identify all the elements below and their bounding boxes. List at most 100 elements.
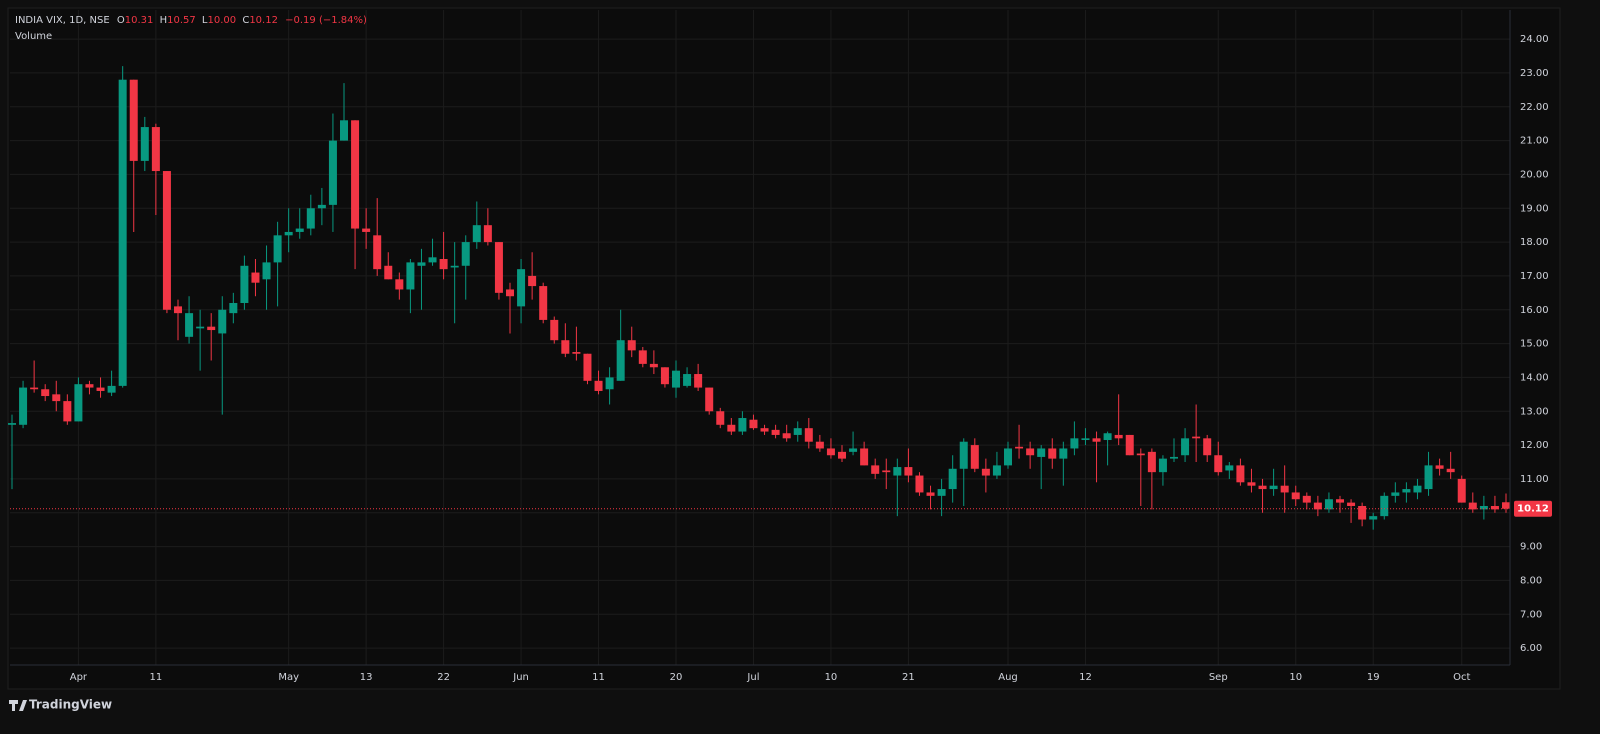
candle-body (406, 262, 415, 290)
candle-body (1258, 485, 1267, 490)
candle-body (140, 127, 149, 161)
candle-body (1446, 468, 1455, 473)
candle-body (1313, 502, 1322, 510)
candle-body (362, 228, 371, 232)
y-tick-label: 8.00 (1520, 575, 1542, 586)
candle-body (893, 467, 902, 476)
candle-body (882, 470, 891, 473)
y-tick-label: 6.00 (1520, 643, 1542, 654)
candle-body (1081, 438, 1090, 441)
candle-body (1015, 446, 1024, 449)
candle-body (1490, 505, 1499, 510)
candle-body (738, 418, 747, 432)
x-tick-label: Aug (998, 672, 1018, 683)
candle-body (871, 465, 880, 474)
candle-body (240, 265, 249, 303)
candle-body (1158, 458, 1167, 473)
candle-body (1048, 448, 1057, 459)
x-tick-label: Jun (512, 672, 529, 683)
candle-body (1136, 453, 1145, 456)
candle-body (207, 326, 216, 331)
candle-body (185, 313, 194, 337)
y-tick-label: 23.00 (1520, 68, 1549, 79)
candle-body (52, 394, 61, 402)
candle-body (1114, 434, 1123, 439)
candle-body (561, 340, 570, 354)
candle-body (981, 468, 990, 476)
candle-body (96, 387, 105, 391)
candle-body (948, 468, 957, 490)
candle-body (517, 269, 526, 307)
candle-body (85, 384, 94, 388)
y-tick-label: 21.00 (1520, 136, 1549, 147)
y-tick-label: 16.00 (1520, 305, 1549, 316)
candle-body (616, 340, 625, 381)
candle-body (1413, 485, 1422, 493)
candle-body (273, 235, 282, 263)
candle-body (1269, 485, 1278, 490)
candle-body (959, 441, 968, 469)
candle-body (1391, 492, 1400, 496)
x-tick-label: 12 (1079, 672, 1092, 683)
last-price-label: 10.12 (1517, 504, 1549, 515)
candle-body (1004, 448, 1012, 466)
candle-body (970, 445, 979, 469)
candle-body (1203, 438, 1212, 456)
candle-body (1059, 448, 1068, 459)
candle-body (1324, 499, 1333, 510)
y-tick-label: 17.00 (1520, 271, 1549, 282)
candle-body (1247, 482, 1256, 486)
candle-body (41, 389, 50, 397)
y-tick-label: 20.00 (1520, 169, 1549, 180)
candle-body (1457, 478, 1466, 503)
candle-body (229, 302, 238, 314)
candle-body (63, 401, 72, 422)
candle-body (1181, 438, 1190, 456)
candle-body (251, 272, 260, 283)
x-tick-label: 22 (437, 672, 450, 683)
candle-body (1424, 465, 1433, 490)
candle-body (528, 275, 537, 287)
candle-body (439, 259, 448, 270)
candle-body (384, 265, 393, 280)
candle-body (8, 423, 16, 425)
candle-body (727, 424, 736, 432)
candle-body (749, 419, 758, 429)
ohlc-label: L (202, 15, 208, 26)
x-tick-label: 21 (902, 672, 915, 683)
symbol: INDIA VIX, 1D, NSE (15, 15, 110, 26)
candle-body (683, 374, 692, 386)
y-tick-label: 13.00 (1520, 406, 1549, 417)
axes: 6.007.008.009.0010.0011.0012.0013.0014.0… (10, 34, 1552, 683)
brand: TradingView (9, 698, 112, 712)
candle-body (594, 380, 603, 391)
x-tick-label: Oct (1453, 672, 1470, 683)
brand-logo (9, 700, 27, 711)
y-tick-label: 24.00 (1520, 34, 1549, 45)
candle-body (340, 120, 348, 141)
candles (8, 66, 1510, 530)
candle-body (351, 120, 360, 229)
x-tick-label: Sep (1209, 672, 1228, 683)
x-tick-label: 10 (825, 672, 838, 683)
candle-body (1125, 434, 1134, 456)
candle-body (1380, 495, 1389, 517)
candle-body (1214, 455, 1223, 473)
last-price-box (1514, 500, 1552, 517)
y-tick-label: 9.00 (1520, 542, 1542, 553)
candle-body (1358, 505, 1367, 520)
candle-body (572, 352, 581, 354)
x-tick-label: Jul (746, 672, 759, 683)
candle-body (804, 428, 813, 442)
candle-body (262, 262, 271, 280)
candle-body (107, 385, 116, 393)
y-tick-label: 19.00 (1520, 203, 1549, 214)
candle-body (860, 448, 869, 466)
x-tick-label: 19 (1367, 672, 1380, 683)
volume-label: Volume (15, 31, 52, 42)
candle-body (1070, 438, 1079, 449)
x-tick-label: 11 (149, 672, 162, 683)
candle-body (1336, 499, 1344, 503)
candle-body (904, 467, 913, 476)
candle-body (118, 79, 127, 386)
